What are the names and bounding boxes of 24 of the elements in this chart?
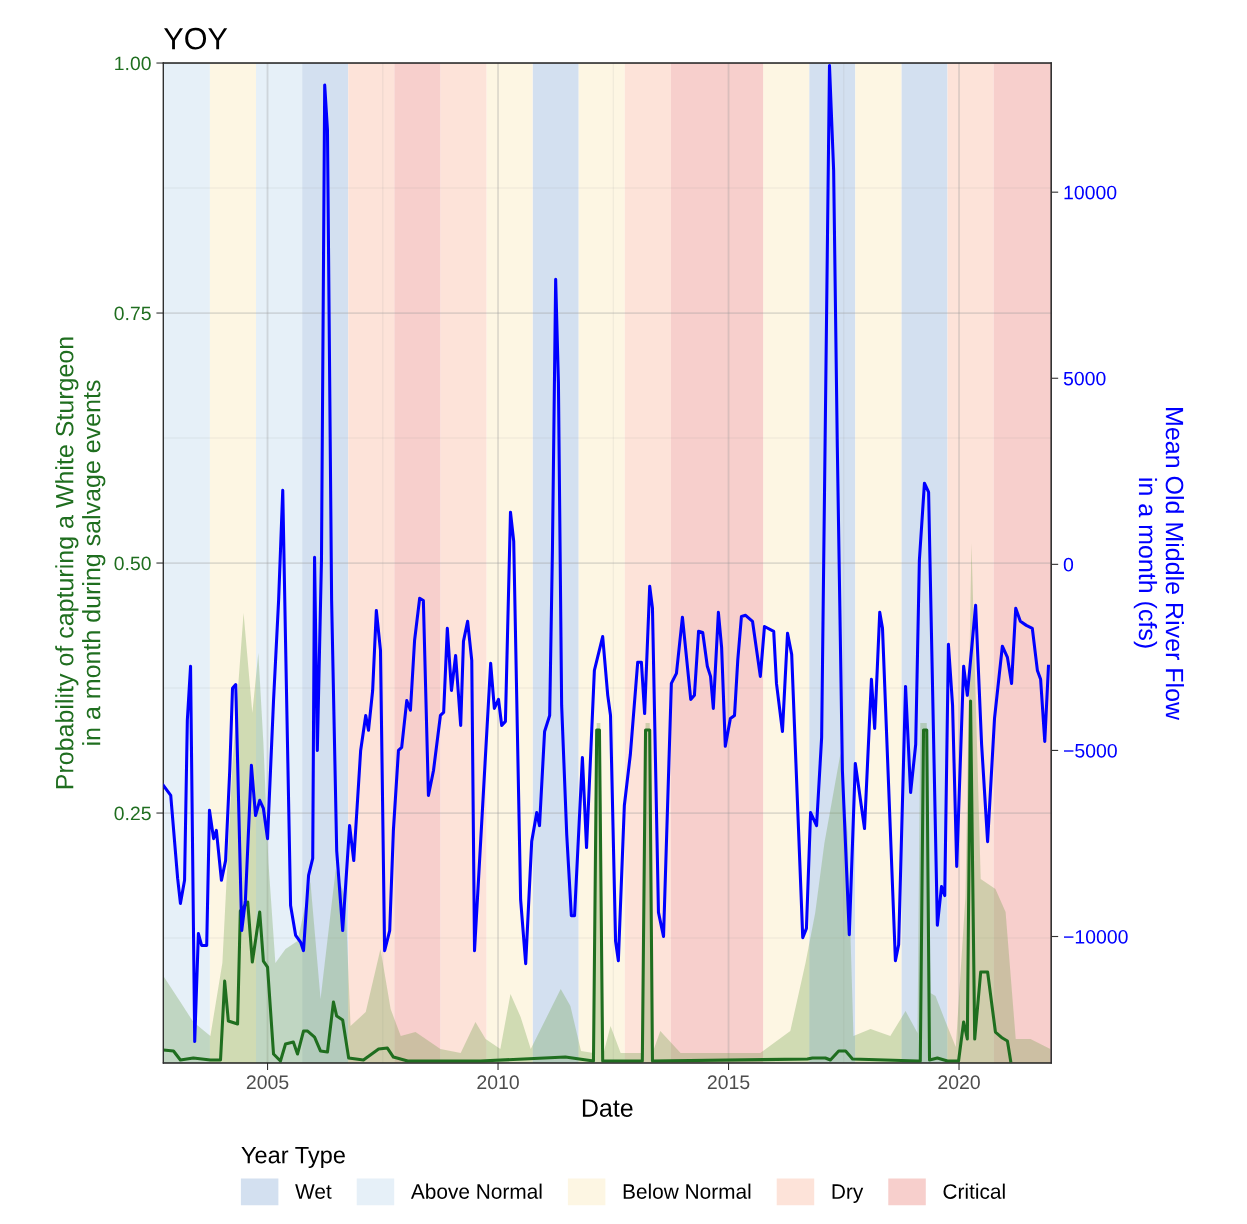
- x-tick-label: 2020: [938, 1075, 980, 1090]
- y2-tick-label: 0: [1063, 557, 1074, 572]
- legend-label: Above Normal: [410, 1183, 542, 1199]
- line-series: [163, 699, 1013, 1063]
- chart-title: YOY: [164, 27, 228, 50]
- y-tick-label: 0.75: [114, 306, 151, 321]
- legend-title: Year Type: [241, 1146, 345, 1169]
- x-axis-title: Date: [582, 1099, 633, 1117]
- legend-label: Wet: [295, 1184, 332, 1199]
- legend-label: Dry: [832, 1184, 864, 1204]
- x-tick-label: 2005: [246, 1075, 289, 1090]
- legend-label: Below Normal: [623, 1183, 751, 1199]
- y2-tick-label: 10000: [1064, 185, 1117, 200]
- y2-axis-title: Mean Old Middle River Flow in a month (cfs): [1133, 408, 1184, 721]
- y2-tick-label: 5000: [1063, 371, 1106, 386]
- y-tick-label: 1.00: [115, 56, 151, 71]
- y-axis-title: Probability of capturing a White Sturgeon in a month during salvage events: [55, 337, 106, 789]
- y2-tick-label: −5000: [1063, 743, 1117, 758]
- x-tick-label: 2015: [707, 1075, 750, 1090]
- legend-label: Critical: [943, 1183, 1005, 1199]
- y2-tick-label: −10000: [1063, 929, 1128, 944]
- y-tick-label: 0.50: [114, 556, 151, 571]
- x-tick-label: 2010: [477, 1075, 519, 1090]
- y-tick-label: 0.25: [114, 806, 151, 821]
